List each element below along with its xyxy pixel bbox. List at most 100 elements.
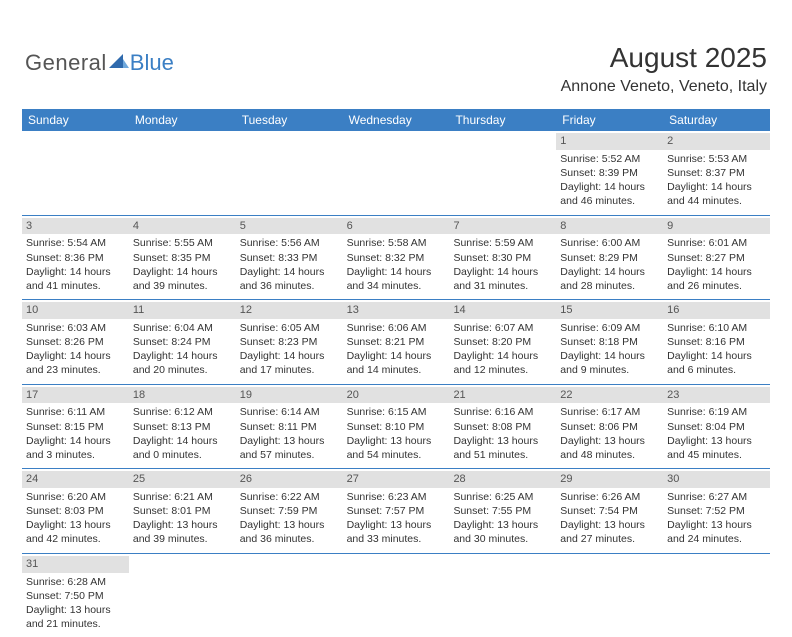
cell-detail-line: Sunrise: 6:15 AM — [347, 405, 446, 419]
cell-detail-line: Sunset: 8:18 PM — [560, 335, 659, 349]
cell-detail-line: Sunset: 7:57 PM — [347, 504, 446, 518]
day-header-cell: Tuesday — [236, 109, 343, 131]
cell-detail-line: Daylight: 14 hours — [453, 265, 552, 279]
cell-day-number — [449, 556, 556, 558]
cell-day-number: 3 — [22, 218, 129, 235]
calendar-cell — [343, 554, 450, 637]
cell-detail-line: Daylight: 13 hours — [26, 603, 125, 617]
cell-detail-line: Sunrise: 5:56 AM — [240, 236, 339, 250]
cell-detail-line: Daylight: 13 hours — [560, 434, 659, 448]
cell-detail-line: and 41 minutes. — [26, 279, 125, 293]
calendar-cell: 27Sunrise: 6:23 AMSunset: 7:57 PMDayligh… — [343, 469, 450, 553]
cell-detail-line: Sunrise: 6:22 AM — [240, 490, 339, 504]
cell-detail-line: Daylight: 13 hours — [453, 518, 552, 532]
cell-detail-line: Daylight: 13 hours — [347, 518, 446, 532]
calendar-cell: 8Sunrise: 6:00 AMSunset: 8:29 PMDaylight… — [556, 216, 663, 300]
cell-detail-line: Daylight: 13 hours — [26, 518, 125, 532]
cell-detail-line: Sunset: 8:33 PM — [240, 251, 339, 265]
day-header-cell: Sunday — [22, 109, 129, 131]
cell-day-number: 23 — [663, 387, 770, 404]
cell-detail-line: Sunset: 8:37 PM — [667, 166, 766, 180]
cell-detail-line: and 24 minutes. — [667, 532, 766, 546]
cell-detail-line: Sunset: 8:21 PM — [347, 335, 446, 349]
cell-detail-line: Sunrise: 6:28 AM — [26, 575, 125, 589]
cell-detail-line: Sunrise: 6:21 AM — [133, 490, 232, 504]
cell-day-number: 28 — [449, 471, 556, 488]
cell-day-number — [449, 133, 556, 149]
cell-detail-line: Sunrise: 6:07 AM — [453, 321, 552, 335]
cell-detail-line: Daylight: 14 hours — [133, 349, 232, 363]
cell-detail-line: Sunset: 8:30 PM — [453, 251, 552, 265]
cell-detail-line: Sunset: 7:54 PM — [560, 504, 659, 518]
cell-day-number — [343, 556, 450, 558]
cell-detail-line: Daylight: 14 hours — [347, 349, 446, 363]
cell-day-number — [556, 556, 663, 558]
cell-detail-line: and 17 minutes. — [240, 363, 339, 377]
cell-day-number: 12 — [236, 302, 343, 319]
cell-day-number: 20 — [343, 387, 450, 404]
calendar-cell: 1Sunrise: 5:52 AMSunset: 8:39 PMDaylight… — [556, 131, 663, 215]
cell-detail-line: Sunset: 7:59 PM — [240, 504, 339, 518]
cell-detail-line: Sunrise: 6:01 AM — [667, 236, 766, 250]
calendar-cell: 12Sunrise: 6:05 AMSunset: 8:23 PMDayligh… — [236, 300, 343, 384]
cell-detail-line: and 23 minutes. — [26, 363, 125, 377]
cell-detail-line: and 26 minutes. — [667, 279, 766, 293]
cell-detail-line: Daylight: 14 hours — [26, 265, 125, 279]
cell-detail-line: Sunrise: 6:10 AM — [667, 321, 766, 335]
cell-day-number: 4 — [129, 218, 236, 235]
cell-day-number: 16 — [663, 302, 770, 319]
cell-detail-line: and 12 minutes. — [453, 363, 552, 377]
calendar-cell: 9Sunrise: 6:01 AMSunset: 8:27 PMDaylight… — [663, 216, 770, 300]
cell-day-number: 6 — [343, 218, 450, 235]
cell-detail-line: and 39 minutes. — [133, 532, 232, 546]
cell-detail-line: Daylight: 14 hours — [667, 265, 766, 279]
calendar-cell: 13Sunrise: 6:06 AMSunset: 8:21 PMDayligh… — [343, 300, 450, 384]
page-title: August 2025 — [561, 42, 767, 74]
cell-detail-line: and 45 minutes. — [667, 448, 766, 462]
calendar-cell: 29Sunrise: 6:26 AMSunset: 7:54 PMDayligh… — [556, 469, 663, 553]
cell-day-number: 9 — [663, 218, 770, 235]
cell-day-number: 11 — [129, 302, 236, 319]
cell-day-number: 30 — [663, 471, 770, 488]
calendar-cell: 7Sunrise: 5:59 AMSunset: 8:30 PMDaylight… — [449, 216, 556, 300]
cell-detail-line: and 0 minutes. — [133, 448, 232, 462]
calendar-week: 24Sunrise: 6:20 AMSunset: 8:03 PMDayligh… — [22, 469, 770, 554]
cell-detail-line: and 31 minutes. — [453, 279, 552, 293]
cell-detail-line: Sunrise: 6:19 AM — [667, 405, 766, 419]
calendar-cell: 25Sunrise: 6:21 AMSunset: 8:01 PMDayligh… — [129, 469, 236, 553]
cell-detail-line: and 57 minutes. — [240, 448, 339, 462]
cell-detail-line: Daylight: 13 hours — [560, 518, 659, 532]
page-header: August 2025 Annone Veneto, Veneto, Italy — [561, 42, 767, 96]
cell-detail-line: and 42 minutes. — [26, 532, 125, 546]
cell-detail-line: Sunset: 7:55 PM — [453, 504, 552, 518]
calendar-cell: 18Sunrise: 6:12 AMSunset: 8:13 PMDayligh… — [129, 385, 236, 469]
calendar-cell: 16Sunrise: 6:10 AMSunset: 8:16 PMDayligh… — [663, 300, 770, 384]
cell-detail-line: Daylight: 13 hours — [347, 434, 446, 448]
cell-day-number: 10 — [22, 302, 129, 319]
calendar-cell: 23Sunrise: 6:19 AMSunset: 8:04 PMDayligh… — [663, 385, 770, 469]
calendar-cell: 10Sunrise: 6:03 AMSunset: 8:26 PMDayligh… — [22, 300, 129, 384]
cell-detail-line: Sunrise: 6:06 AM — [347, 321, 446, 335]
calendar-cell: 26Sunrise: 6:22 AMSunset: 7:59 PMDayligh… — [236, 469, 343, 553]
calendar: Sunday Monday Tuesday Wednesday Thursday… — [22, 109, 770, 637]
cell-detail-line: Sunrise: 6:27 AM — [667, 490, 766, 504]
cell-detail-line: and 36 minutes. — [240, 279, 339, 293]
cell-detail-line: and 48 minutes. — [560, 448, 659, 462]
cell-detail-line: Sunrise: 6:26 AM — [560, 490, 659, 504]
cell-detail-line: Daylight: 14 hours — [667, 180, 766, 194]
cell-day-number: 1 — [556, 133, 663, 150]
cell-detail-line: Sunrise: 6:23 AM — [347, 490, 446, 504]
cell-detail-line: Daylight: 13 hours — [453, 434, 552, 448]
cell-detail-line: Sunset: 8:03 PM — [26, 504, 125, 518]
cell-detail-line: Daylight: 13 hours — [667, 518, 766, 532]
calendar-cell: 6Sunrise: 5:58 AMSunset: 8:32 PMDaylight… — [343, 216, 450, 300]
cell-detail-line: Daylight: 13 hours — [133, 518, 232, 532]
calendar-cell: 5Sunrise: 5:56 AMSunset: 8:33 PMDaylight… — [236, 216, 343, 300]
cell-day-number: 2 — [663, 133, 770, 150]
cell-detail-line: Sunrise: 6:12 AM — [133, 405, 232, 419]
cell-detail-line: and 9 minutes. — [560, 363, 659, 377]
cell-day-number — [22, 133, 129, 149]
calendar-cell: 20Sunrise: 6:15 AMSunset: 8:10 PMDayligh… — [343, 385, 450, 469]
calendar-cell — [236, 131, 343, 215]
calendar-body: 1Sunrise: 5:52 AMSunset: 8:39 PMDaylight… — [22, 131, 770, 637]
